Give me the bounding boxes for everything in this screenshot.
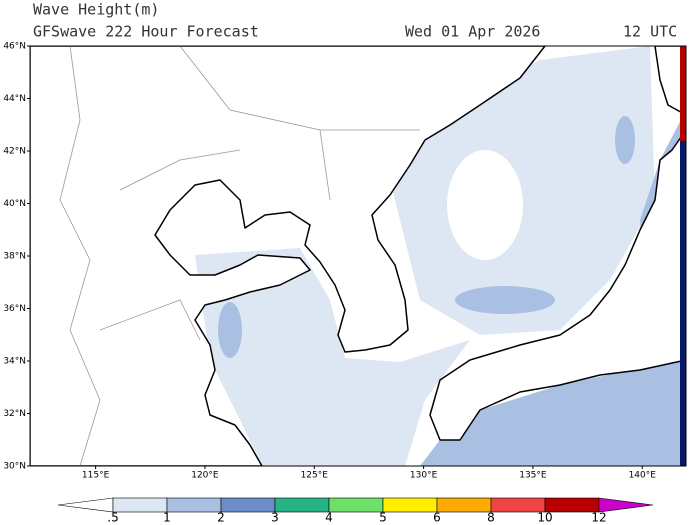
colorbar-segment: [220, 497, 276, 513]
lon-tick-label: 120°E: [191, 471, 219, 481]
lat-tick-label: 40°N: [3, 199, 26, 209]
lon-tick-label: 130°E: [410, 471, 438, 481]
colorbar-label: 3: [271, 511, 279, 525]
colorbar-label: .5: [107, 511, 118, 525]
lat-tick-label: 34°N: [3, 357, 26, 367]
province-border: [59, 46, 420, 466]
colorbar-label: 4: [325, 511, 333, 525]
hokkaido: [654, 46, 686, 116]
mainland: [30, 46, 546, 466]
lat-tick-label: 36°N: [3, 304, 26, 314]
colorbar-segment: [274, 497, 330, 513]
colorbar-under: [57, 497, 114, 513]
wave-field: [218, 302, 242, 358]
colorbar-label: 6: [433, 511, 441, 525]
lat-tick-label: 38°N: [3, 252, 26, 262]
colorbar-label: 5: [379, 511, 387, 525]
wave-field: [447, 150, 523, 260]
lat-tick-label: 32°N: [3, 409, 26, 419]
lon-tick-label: 115°E: [82, 471, 110, 481]
time: 12 UTC: [623, 23, 677, 41]
wave-field: [455, 286, 555, 314]
colorbar-label: 10: [537, 511, 552, 525]
map: [29, 45, 687, 467]
colorbar-segment: [166, 497, 222, 513]
wave-field: [420, 355, 686, 466]
lon-tick-label: 140°E: [629, 471, 657, 481]
lon-tick-label: 135°E: [519, 471, 547, 481]
wave-field: [615, 116, 635, 164]
edge-strip: [680, 46, 686, 466]
colorbar-label: 8: [487, 511, 495, 525]
lon-tick-label: 125°E: [301, 471, 329, 481]
subtitle: GFSwave 222 Hour Forecast: [33, 23, 259, 41]
title: Wave Height(m): [33, 1, 159, 19]
wave-field: [195, 248, 470, 466]
lat-tick-label: 46°N: [3, 42, 26, 52]
lat-tick-label: 42°N: [3, 147, 26, 157]
lat-tick-label: 44°N: [3, 94, 26, 104]
colorbar-segment: [436, 497, 492, 513]
colorbar-over: [598, 497, 654, 513]
colorbar-segment: [382, 497, 438, 513]
colorbar-label: 2: [217, 511, 225, 525]
colorbar-label: 12: [591, 511, 606, 525]
japan: [429, 129, 686, 441]
colorbar-segment: [112, 497, 168, 513]
date: Wed 01 Apr 2026: [405, 23, 540, 41]
lat-tick-label: 30°N: [3, 462, 26, 472]
edge-strip: [680, 46, 686, 141]
colorbar-segment: [328, 497, 384, 513]
colorbar-label: 1: [163, 511, 171, 525]
